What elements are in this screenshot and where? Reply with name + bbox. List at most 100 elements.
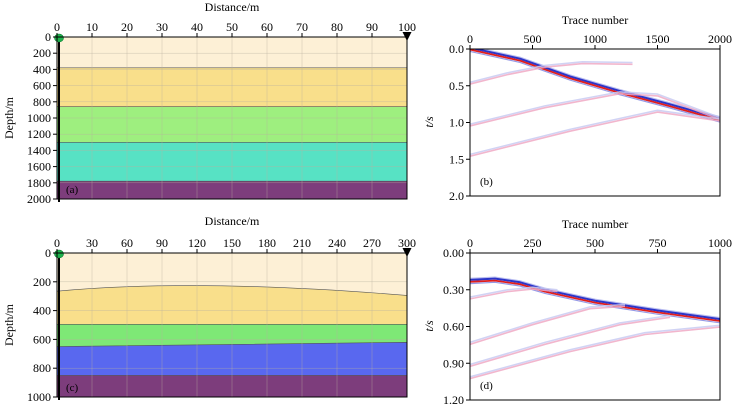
panel-c-label: (c) (66, 382, 79, 394)
event-wavelet-negative (470, 286, 558, 298)
y-tick-label: 0.30 (443, 283, 464, 297)
panel-a-layers (57, 37, 407, 199)
panel-b-frame (469, 48, 721, 197)
event-wavelet-positive (470, 288, 558, 300)
y-tick-label: 1200 (27, 127, 51, 141)
panel-d-label: (d) (480, 380, 493, 392)
event-wavelet-negative (471, 49, 720, 120)
event-wavelet-positive (470, 316, 671, 368)
y-tick-label: 400 (33, 304, 51, 318)
source-icon (54, 249, 64, 259)
event-wavelet-positive (470, 49, 720, 122)
event-wavelet-positive (470, 305, 626, 346)
event-wavelet-negative (470, 314, 671, 366)
x-tick-label: 1500 (646, 32, 670, 46)
x-tick-label: 240 (328, 236, 346, 250)
y-tick-label: 1800 (27, 176, 51, 190)
panel-d-xlabel: Trace number (562, 217, 629, 231)
panel-d-ylabel: t/s (422, 320, 436, 332)
panel-b-ylabel: t/s (422, 116, 436, 128)
x-tick-label: 10 (86, 20, 98, 34)
y-tick-label: 0.90 (443, 356, 464, 370)
event-wavelet-tail (470, 281, 720, 324)
panel-a-label: (a) (66, 184, 79, 196)
event-wavelet-positive (470, 62, 633, 85)
y-tick-label: 2.0 (449, 189, 464, 203)
x-tick-label: 50 (226, 20, 238, 34)
event-wavelet-positive (470, 279, 720, 322)
panel-c-grid (57, 253, 407, 397)
x-tick-label: 270 (363, 236, 381, 250)
panel-a-ylabel: Depth/m (2, 96, 16, 139)
panel-a-grid (57, 37, 407, 199)
event-wavelet-negative (470, 324, 720, 378)
event-wavelet-negative (470, 109, 720, 156)
x-tick-label: 150 (223, 236, 241, 250)
panel-d-x-axis: 0 250 500 750 1000 (467, 236, 732, 253)
panel-b-events (470, 49, 720, 157)
panel-b-label: (b) (480, 176, 493, 188)
x-tick-label: 0 (467, 236, 473, 250)
panel-a-y-axis: 0 200 400 600 800 1000 1200 1400 1600 1800 2000 (27, 30, 57, 206)
panel-a-xlabel: Distance/m (205, 0, 260, 14)
y-tick-label: 600 (33, 332, 51, 346)
event-wavelet-positive (470, 111, 720, 157)
x-tick-label: 0 (54, 236, 60, 250)
event-wavelet-negative (470, 91, 720, 125)
panel-a-well (54, 32, 412, 202)
event-wavelet-negative (470, 303, 626, 344)
panel-d-gather: 0 250 500 750 1000 0.00 0.30 0.60 0.90 1.20 Trac… (422, 217, 732, 407)
x-tick-label: 180 (258, 236, 276, 250)
x-tick-label: 250 (524, 236, 542, 250)
y-tick-label: 800 (33, 95, 51, 109)
event-wavelet-positive (470, 326, 720, 380)
x-tick-label: 0 (54, 20, 60, 34)
x-tick-label: 100 (398, 20, 416, 34)
panel-b-y-axis: 0.0 0.5 1.0 1.5 2.0 (449, 42, 470, 203)
event-wavelet-halo (470, 276, 720, 319)
panel-b-gather: 0 500 1000 1500 2000 0.0 0.5 1.0 1.5 2.0 Trace n… (422, 13, 732, 203)
x-tick-label: 90 (156, 236, 168, 250)
panel-a-model: 0 10 20 30 40 50 60 70 80 90 100 02004006008001000… (2, 0, 416, 206)
x-tick-label: 0 (467, 32, 473, 46)
x-tick-label: 20 (121, 20, 133, 34)
x-tick-label: 500 (524, 32, 542, 46)
panel-d-y-axis: 0.00 0.30 0.60 0.90 1.20 (443, 246, 470, 407)
panel-c-x-axis: 0 30 60 90 120 150 180 210 240 270 300 (54, 236, 416, 253)
y-tick-label: 0.0 (449, 42, 464, 56)
y-tick-label: 2000 (27, 192, 51, 206)
event-wavelet-tail (470, 50, 720, 123)
y-tick-label: 600 (33, 79, 51, 93)
panel-d-frame (469, 252, 721, 401)
panel-c-y-axis: 0 200 400 600 800 1000 (27, 246, 57, 404)
x-tick-label: 2000 (708, 32, 732, 46)
y-tick-label: 800 (33, 361, 51, 375)
y-tick-label: 1000 (27, 111, 51, 125)
x-tick-label: 500 (586, 236, 604, 250)
panel-c-model: 0 30 60 90 120 150 180 210 240 270 300 0 200 400 600 8… (2, 214, 416, 404)
y-tick-label: 400 (33, 62, 51, 76)
panel-d-events (470, 276, 720, 380)
y-tick-label: 1.0 (449, 116, 464, 130)
panel-a-x-axis: 0 10 20 30 40 50 60 70 80 90 100 (54, 20, 416, 37)
source-icon (54, 33, 64, 43)
y-tick-label: 0.60 (443, 320, 464, 334)
y-tick-label: 1600 (27, 160, 51, 174)
x-tick-label: 40 (191, 20, 203, 34)
x-tick-label: 300 (398, 236, 416, 250)
x-tick-label: 90 (366, 20, 378, 34)
panel-b-xlabel: Trace number (562, 13, 629, 27)
x-tick-label: 750 (649, 236, 667, 250)
x-tick-label: 60 (121, 236, 133, 250)
x-tick-label: 60 (261, 20, 273, 34)
x-tick-label: 1000 (583, 32, 607, 46)
x-tick-label: 120 (188, 236, 206, 250)
panel-c-xlabel: Distance/m (205, 214, 260, 228)
x-tick-label: 80 (331, 20, 343, 34)
x-tick-label: 1000 (708, 236, 732, 250)
y-tick-label: 200 (33, 46, 51, 60)
event-wavelet-positive (470, 92, 720, 127)
y-tick-label: 1.20 (443, 393, 464, 407)
y-tick-label: 1.5 (449, 152, 464, 166)
